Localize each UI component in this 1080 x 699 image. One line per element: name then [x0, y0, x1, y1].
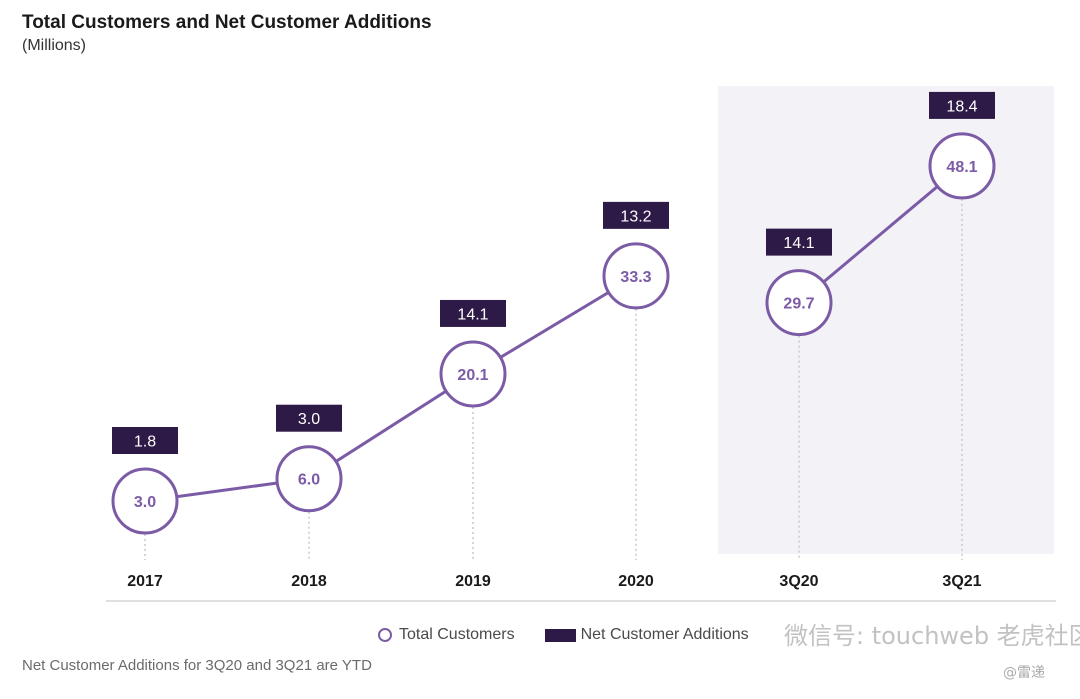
total-customers-value: 48.1 — [946, 159, 977, 176]
net-additions-value: 13.2 — [620, 208, 651, 225]
total-customers-value: 3.0 — [134, 494, 156, 511]
net-additions-value: 18.4 — [946, 98, 977, 115]
total-customers-point — [765, 269, 833, 337]
watermark: 微信号: touchweb 老虎社区 — [784, 622, 1080, 650]
x-tick-label: 2018 — [291, 573, 327, 590]
net-additions-box — [440, 299, 506, 327]
chart-subtitle: (Millions) — [22, 37, 86, 54]
total-customers-point — [602, 242, 670, 310]
net-additions-value: 14.1 — [457, 306, 488, 323]
footnote: Net Customer Additions for 3Q20 and 3Q21… — [22, 657, 372, 674]
net-additions-value: 1.8 — [134, 434, 156, 451]
total-customers-line-0 — [144, 274, 637, 503]
x-tick-label: 3Q20 — [779, 573, 818, 590]
total-customers-value: 6.0 — [298, 472, 320, 489]
x-tick-label: 3Q21 — [942, 573, 981, 590]
legend-net-additions-label: Net Customer Additions — [580, 626, 749, 643]
watermark-sub: @雷递 — [1003, 665, 1045, 681]
total-customers-value: 20.1 — [457, 367, 488, 384]
total-customers-point — [439, 340, 507, 408]
x-tick-label: 2017 — [127, 573, 163, 590]
total-customers-value: 29.7 — [783, 296, 814, 313]
legend-total-customers-label: Total Customers — [399, 626, 515, 643]
net-additions-box — [766, 228, 832, 256]
total-customers-point — [275, 445, 343, 513]
total-customers-point — [111, 467, 179, 535]
net-additions-box — [929, 91, 995, 119]
net-additions-box — [112, 427, 178, 454]
chart-title: Total Customers and Net Customer Additio… — [22, 12, 432, 33]
net-additions-value: 14.1 — [783, 235, 814, 252]
x-tick-label: 2020 — [618, 573, 654, 590]
x-tick-label: 2019 — [455, 573, 491, 590]
net-additions-value: 3.0 — [298, 411, 320, 428]
net-additions-box — [603, 201, 669, 229]
legend: Total Customers Net Customer Additions — [378, 626, 749, 644]
highlight-region — [718, 86, 1054, 554]
total-customers-line-1 — [798, 164, 963, 304]
legend-net-additions-marker — [544, 628, 576, 642]
net-additions-box — [276, 404, 342, 432]
legend-total-customers-marker — [378, 628, 392, 642]
total-customers-value: 33.3 — [620, 269, 651, 286]
total-customers-point — [928, 132, 996, 200]
